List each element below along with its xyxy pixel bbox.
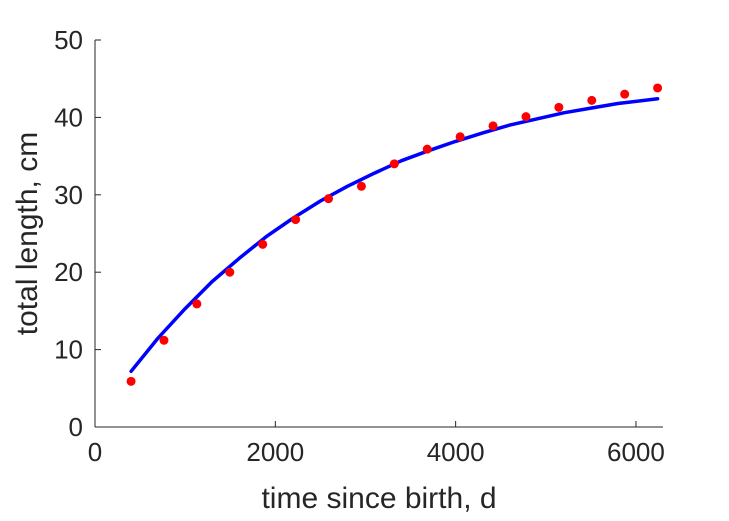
x-tick-label: 4000	[427, 437, 485, 467]
plot-area	[126, 83, 663, 386]
data-point	[356, 181, 366, 191]
data-point	[587, 95, 597, 105]
data-point	[192, 299, 202, 309]
ticks: 0 2000 4000 6000 0 10 20 30 40 50	[54, 25, 665, 467]
data-point	[455, 132, 465, 142]
data-point	[620, 89, 630, 99]
data-point	[653, 83, 663, 93]
x-tick-label: 6000	[607, 437, 665, 467]
axes	[94, 40, 663, 428]
x-tick-label: 2000	[246, 437, 304, 467]
y-tick-label: 0	[69, 412, 83, 442]
data-point	[554, 102, 564, 112]
y-tick-label: 20	[54, 257, 83, 287]
fit-curve-line	[129, 97, 660, 374]
x-axis-label: time since birth, d	[261, 482, 496, 515]
y-tick-label: 10	[54, 335, 83, 365]
x-tick-label: 0	[88, 437, 102, 467]
data-point	[422, 144, 432, 154]
y-tick-label: 30	[54, 180, 83, 210]
data-point	[324, 194, 334, 204]
y-tick-label: 40	[54, 102, 83, 132]
data-point	[389, 159, 399, 169]
data-point	[126, 376, 136, 386]
data-point	[488, 121, 498, 131]
y-axis-label: total length, cm	[11, 132, 44, 335]
data-point	[159, 335, 169, 345]
data-point	[521, 112, 531, 122]
data-point	[225, 267, 235, 277]
data-point	[258, 239, 268, 249]
data-point	[291, 215, 301, 225]
y-tick-label: 50	[54, 25, 83, 55]
